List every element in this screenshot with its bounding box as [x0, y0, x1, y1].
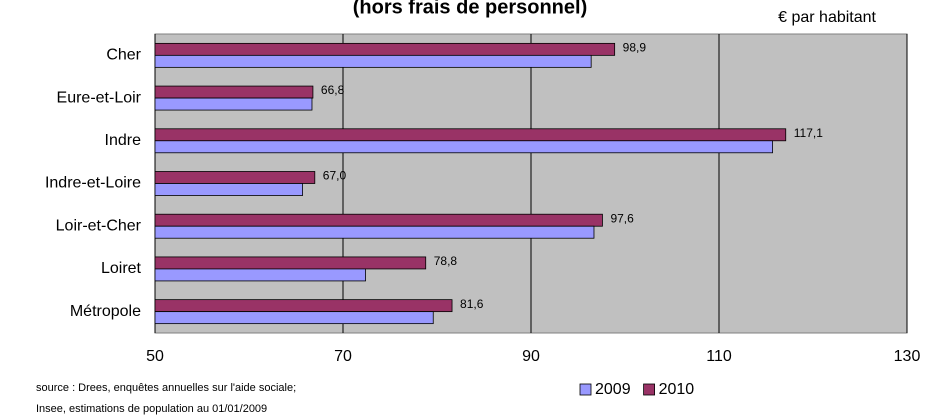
data-label: 67,0 [323, 169, 347, 183]
data-label: 81,6 [460, 297, 484, 311]
legend-label: 2009 [595, 381, 631, 398]
bar [154, 171, 316, 184]
bar [154, 140, 773, 154]
y-tick-label: Métropole [70, 303, 141, 320]
x-tick-label: 90 [522, 348, 540, 365]
x-tick-label: 50 [146, 348, 164, 365]
y-tick-label: Cher [106, 47, 141, 64]
bar [154, 225, 595, 239]
data-label: 78,8 [434, 254, 458, 268]
y-tick-label: Indre [105, 132, 142, 149]
bar [154, 256, 427, 270]
data-label: 66,8 [321, 83, 345, 97]
legend-swatch [579, 383, 592, 396]
bar [154, 42, 616, 56]
bar [154, 311, 434, 325]
unit-label: € par habitant [778, 9, 876, 26]
chart-title: (hors frais de personnel) [353, 0, 588, 18]
x-tick-label: 110 [706, 348, 732, 365]
source-line: source : Drees, enquêtes annuelles sur l… [36, 382, 296, 394]
data-label: 98,9 [623, 41, 647, 55]
legend-label: 2010 [659, 381, 695, 398]
legend-swatch [643, 383, 655, 396]
bar [154, 299, 453, 313]
y-tick-label: Indre-et-Loire [45, 175, 141, 192]
bar [154, 54, 592, 68]
data-label: 97,6 [610, 211, 634, 225]
data-label: 117,1 [794, 126, 823, 140]
bar [154, 97, 313, 111]
bar [154, 183, 303, 196]
bar [154, 213, 603, 227]
y-tick-label: Loiret [101, 260, 142, 277]
bar [154, 128, 787, 142]
source-line: Insee, estimations de population au 01/0… [36, 403, 267, 415]
x-tick-label: 130 [894, 348, 921, 365]
x-tick-label: 70 [334, 348, 352, 365]
bar [154, 268, 366, 282]
bar [154, 85, 314, 99]
y-tick-label: Loir-et-Cher [56, 217, 142, 234]
y-tick-label: Eure-et-Loir [57, 89, 142, 106]
